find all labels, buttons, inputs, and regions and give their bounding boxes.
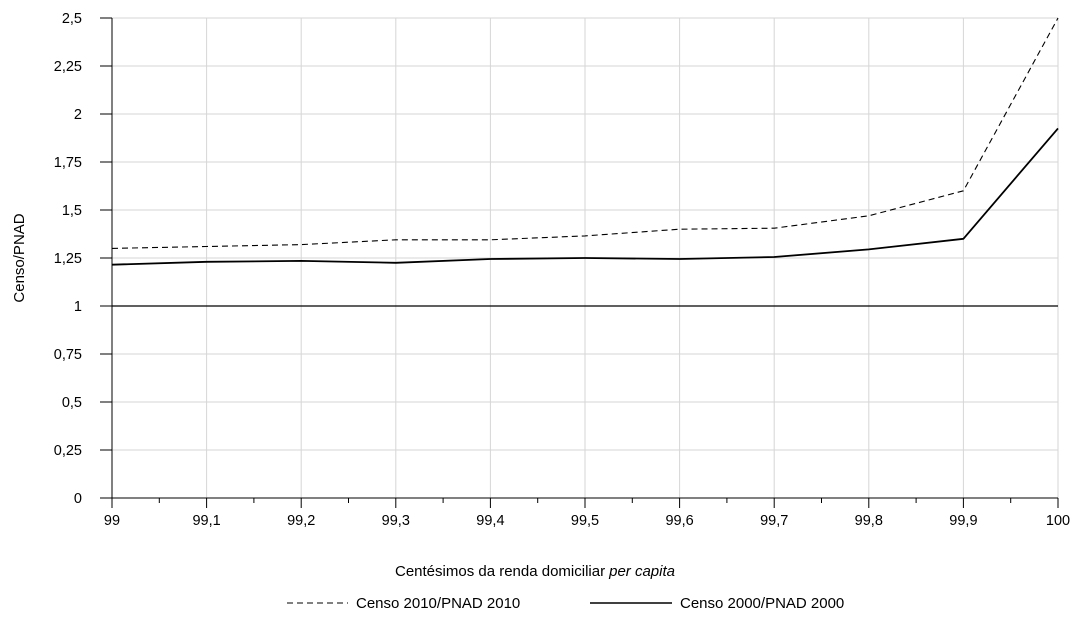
series-line-1 <box>111 17 1059 249</box>
x-tick-label: 99,9 <box>949 513 977 529</box>
x-tick-label: 99,2 <box>287 513 315 529</box>
x-tick-label: 99,1 <box>192 513 220 529</box>
y-axis-title: Censo/PNAD <box>11 213 28 302</box>
legend-label-1: Censo 2010/PNAD 2010 <box>356 595 520 612</box>
y-tick-label: 0,75 <box>54 347 82 363</box>
y-tick-label: 1,25 <box>54 251 82 267</box>
x-axis-title-main: Centésimos da renda domiciliar <box>395 563 605 580</box>
legend: Censo 2010/PNAD 2010 Censo 2000/PNAD 2000 <box>287 595 844 612</box>
x-tick-label: 99,6 <box>665 513 693 529</box>
y-tick-labels: 0 0,25 0,5 0,75 1 1,25 1,5 1,75 2 2,25 2,5 <box>54 11 82 507</box>
axes <box>100 17 1059 508</box>
x-tick-label: 99,4 <box>476 513 504 529</box>
y-tick-label: 2,5 <box>62 11 82 27</box>
x-tick-label: 99,5 <box>571 513 599 529</box>
y-tick-label: 0,5 <box>62 395 82 411</box>
x-tick-label: 100 <box>1046 513 1070 529</box>
x-tick-labels: 99 99,1 99,2 99,3 99,4 99,5 99,6 99,7 99,8 99,9 10… <box>104 513 1070 529</box>
series-line-2 <box>111 127 1059 266</box>
x-tick-label: 99,8 <box>855 513 883 529</box>
x-tick-label: 99 <box>104 513 120 529</box>
x-tick-label: 99,3 <box>382 513 410 529</box>
y-tick-label: 2,25 <box>54 59 82 75</box>
legend-label-2: Censo 2000/PNAD 2000 <box>680 595 844 612</box>
y-tick-label: 1,75 <box>54 155 82 171</box>
x-tick-label: 99,7 <box>760 513 788 529</box>
y-tick-label: 1,5 <box>62 203 82 219</box>
x-axis-title-italic: per capita <box>608 563 675 580</box>
x-axis-title: Centésimos da renda domiciliar per capita <box>395 563 675 580</box>
y-tick-label: 2 <box>74 107 82 123</box>
y-tick-label: 1 <box>74 299 82 315</box>
series-lines <box>111 17 1059 266</box>
y-tick-label: 0 <box>74 491 82 507</box>
y-tick-label: 0,25 <box>54 443 82 459</box>
